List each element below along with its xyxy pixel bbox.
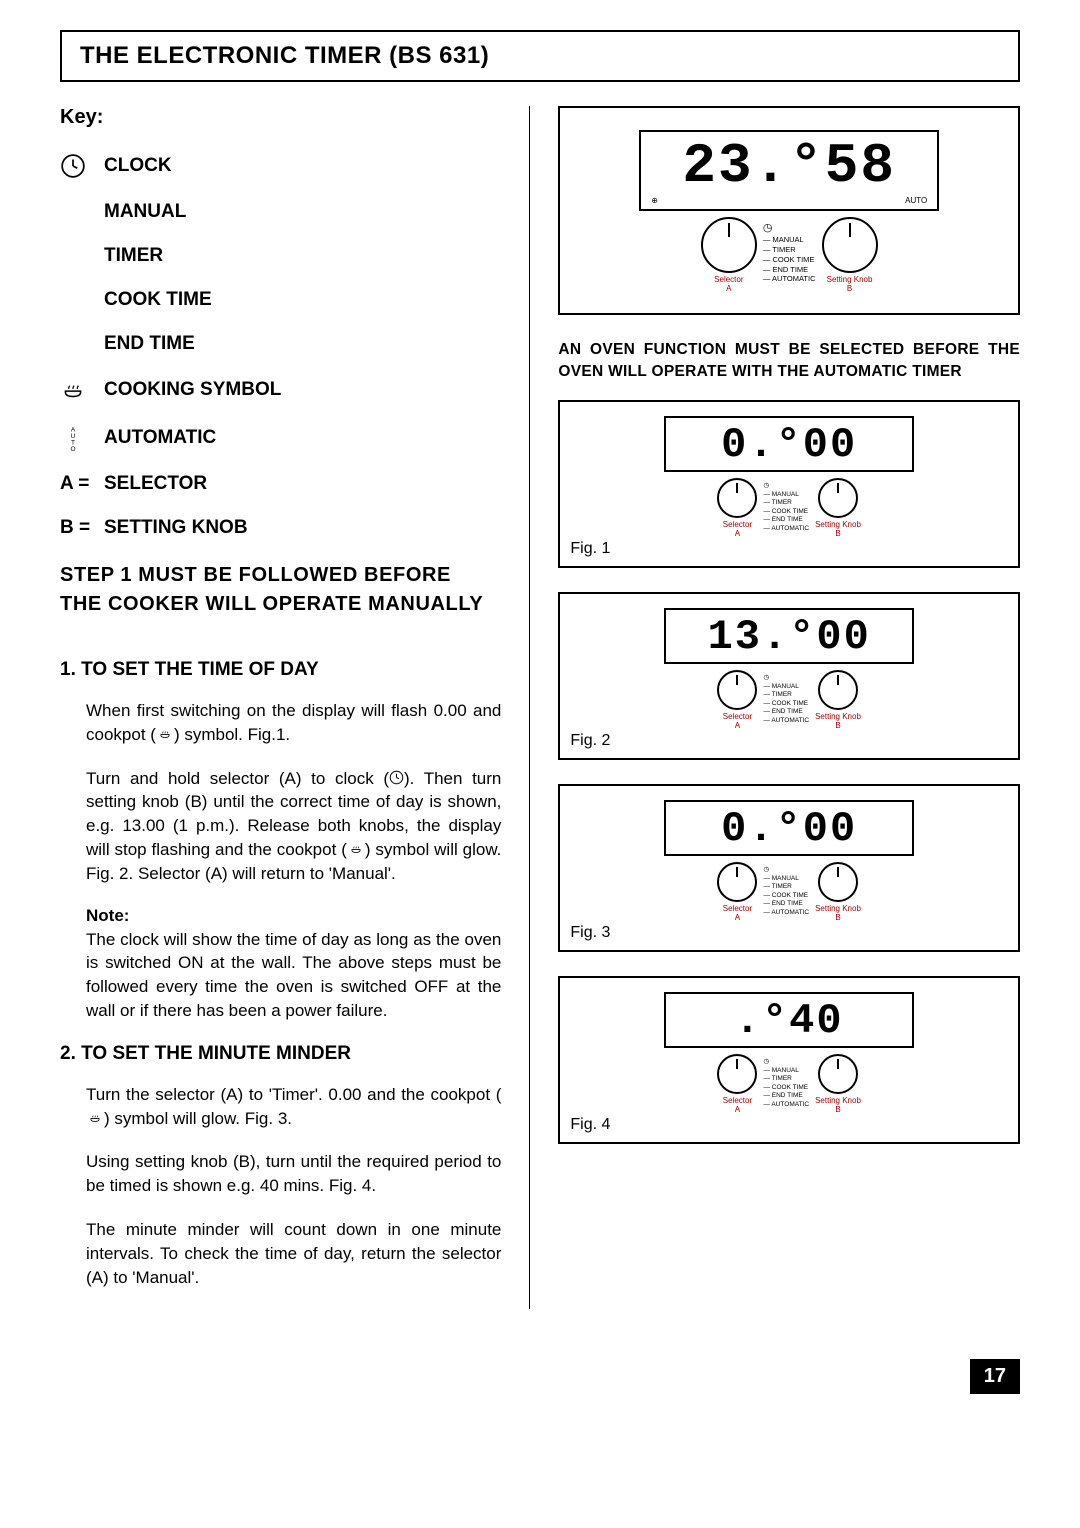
svg-text:O: O xyxy=(70,446,75,451)
setting-knob[interactable] xyxy=(818,478,858,518)
text-fragment: Turn the selector (A) to 'Timer'. 0.00 a… xyxy=(86,1085,501,1104)
clock-icon xyxy=(60,153,104,179)
text-fragment: ) symbol. Fig.1. xyxy=(174,725,290,744)
key-label: MANUAL xyxy=(104,201,186,223)
selector-knob[interactable] xyxy=(717,1054,757,1094)
text-fragment: ) symbol will glow. Fig. 3. xyxy=(104,1109,292,1128)
fig2-box: Fig. 2 13.°00 SelectorA ◷— MANUAL— TIMER… xyxy=(558,592,1020,760)
setting-knob-row: B = SETTING KNOB xyxy=(60,517,501,539)
fig1-box: Fig. 1 0.°00 SelectorA ◷— MANUAL— TIMER—… xyxy=(558,400,1020,568)
page-title: THE ELECTRONIC TIMER (BS 631) xyxy=(80,42,1000,70)
timer-panel-fig3: 0.°00 SelectorA ◷— MANUAL— TIMER— COOK T… xyxy=(664,800,914,922)
section2-p2: Using setting knob (B), turn until the r… xyxy=(60,1150,501,1198)
timer-panel-large: 23.°58 ⊕AUTO SelectorA ◷ — MANUAL — TIME… xyxy=(639,130,939,293)
key-row-manual: MANUAL xyxy=(60,201,501,223)
page-number: 17 xyxy=(970,1359,1020,1394)
knob-label-list: ◷— MANUAL— TIMER— COOK TIME— END TIME— A… xyxy=(763,862,809,917)
step1-warning: STEP 1 MUST BE FOLLOWED BEFORE THE COOKE… xyxy=(60,561,501,619)
key-row-timer: TIMER xyxy=(60,245,501,267)
top-panel-box: 23.°58 ⊕AUTO SelectorA ◷ — MANUAL — TIME… xyxy=(558,106,1020,315)
lcd-display: 13.°00 xyxy=(670,616,908,658)
setting-caption: Setting KnobB xyxy=(815,1096,861,1114)
selector-caption: SelectorA xyxy=(723,520,752,538)
cookpot-icon xyxy=(60,377,104,403)
section1-heading: 1. TO SET THE TIME OF DAY xyxy=(60,659,501,681)
lcd-display: 23.°58 xyxy=(645,138,933,194)
timer-panel-fig4: .°40 SelectorA ◷— MANUAL— TIMER— COOK TI… xyxy=(664,992,914,1114)
knob-label-list: ◷— MANUAL— TIMER— COOK TIME— END TIME— A… xyxy=(763,478,809,533)
setting-caption: Setting KnobB xyxy=(815,904,861,922)
a-equals: A = xyxy=(60,473,104,495)
setting-knob[interactable] xyxy=(822,217,878,273)
setting-knob[interactable] xyxy=(818,862,858,902)
text-fragment: Turn and hold selector (A) to clock ( xyxy=(86,769,389,788)
key-heading: Key: xyxy=(60,106,501,129)
selector-row: A = SELECTOR xyxy=(60,473,501,495)
selector-caption: SelectorA xyxy=(723,1096,752,1114)
setting-caption: Setting KnobB xyxy=(827,275,873,293)
selector-caption: SelectorA xyxy=(723,904,752,922)
setting-caption: Setting KnobB xyxy=(815,520,861,538)
title-frame: THE ELECTRONIC TIMER (BS 631) xyxy=(60,30,1020,82)
fig2-label: Fig. 2 xyxy=(570,732,610,750)
knob-label-list: ◷— MANUAL— TIMER— COOK TIME— END TIME— A… xyxy=(763,670,809,725)
section2-p1: Turn the selector (A) to 'Timer'. 0.00 a… xyxy=(60,1083,501,1131)
section2-p3: The minute minder will count down in one… xyxy=(60,1218,501,1289)
oven-function-caption: AN OVEN FUNCTION MUST BE SELECTED BEFORE… xyxy=(558,339,1020,382)
note-heading: Note: xyxy=(60,906,501,926)
setting-knob[interactable] xyxy=(818,1054,858,1094)
selector-caption: SelectorA xyxy=(723,712,752,730)
fig3-box: Fig. 3 0.°00 SelectorA ◷— MANUAL— TIMER—… xyxy=(558,784,1020,952)
key-label: CLOCK xyxy=(104,155,172,177)
auto-icon: A U T O xyxy=(60,425,104,451)
section1-note: The clock will show the time of day as l… xyxy=(60,928,501,1023)
key-row-automatic: A U T O AUTOMATIC xyxy=(60,425,501,451)
key-label: COOK TIME xyxy=(104,289,212,311)
key-label: COOKING SYMBOL xyxy=(104,379,281,401)
setting-knob-label: SETTING KNOB xyxy=(104,517,248,539)
selector-knob[interactable] xyxy=(701,217,757,273)
selector-knob[interactable] xyxy=(717,862,757,902)
key-row-endtime: END TIME xyxy=(60,333,501,355)
key-label: TIMER xyxy=(104,245,163,267)
timer-panel-fig1: 0.°00 SelectorA ◷— MANUAL— TIMER— COOK T… xyxy=(664,416,914,538)
text-fragment: When first switching on the display will… xyxy=(86,701,501,744)
section2-heading: 2. TO SET THE MINUTE MINDER xyxy=(60,1043,501,1065)
fig3-label: Fig. 3 xyxy=(570,924,610,942)
key-row-cooking-symbol: COOKING SYMBOL xyxy=(60,377,501,403)
lcd-display: .°40 xyxy=(670,1000,908,1042)
knob-label-list: ◷— MANUAL— TIMER— COOK TIME— END TIME— A… xyxy=(763,1054,809,1109)
fig4-box: Fig. 4 .°40 SelectorA ◷— MANUAL— TIMER— … xyxy=(558,976,1020,1144)
fig4-label: Fig. 4 xyxy=(570,1116,610,1134)
key-label: END TIME xyxy=(104,333,195,355)
warn-line2: THE COOKER WILL OPERATE MANUALLY xyxy=(60,593,483,615)
right-column: 23.°58 ⊕AUTO SelectorA ◷ — MANUAL — TIME… xyxy=(530,106,1020,1309)
lcd-display: 0.°00 xyxy=(670,424,908,466)
timer-panel-fig2: 13.°00 SelectorA ◷— MANUAL— TIMER— COOK … xyxy=(664,608,914,730)
b-equals: B = xyxy=(60,517,104,539)
selector-knob[interactable] xyxy=(717,478,757,518)
section1-p2: Turn and hold selector (A) to clock (). … xyxy=(60,767,501,886)
cookpot-icon xyxy=(156,727,174,744)
setting-knob[interactable] xyxy=(818,670,858,710)
cookpot-icon xyxy=(86,1111,104,1128)
key-row-cooktime: COOK TIME xyxy=(60,289,501,311)
cookpot-icon xyxy=(347,842,365,859)
left-column: Key: CLOCK MANUAL TIMER COOK TIME END TI… xyxy=(60,106,530,1309)
fig1-label: Fig. 1 xyxy=(570,540,610,558)
knob-label-list: ◷ — MANUAL — TIMER — COOK TIME — END TIM… xyxy=(763,217,816,284)
selector-caption: SelectorA xyxy=(714,275,743,293)
section1-p1: When first switching on the display will… xyxy=(60,699,501,747)
lcd-display: 0.°00 xyxy=(670,808,908,850)
clock-icon xyxy=(389,770,404,788)
key-row-clock: CLOCK xyxy=(60,153,501,179)
setting-caption: Setting KnobB xyxy=(815,712,861,730)
key-label: AUTOMATIC xyxy=(104,427,216,449)
selector-knob[interactable] xyxy=(717,670,757,710)
selector-label: SELECTOR xyxy=(104,473,207,495)
warn-line1: STEP 1 MUST BE FOLLOWED BEFORE xyxy=(60,564,451,586)
